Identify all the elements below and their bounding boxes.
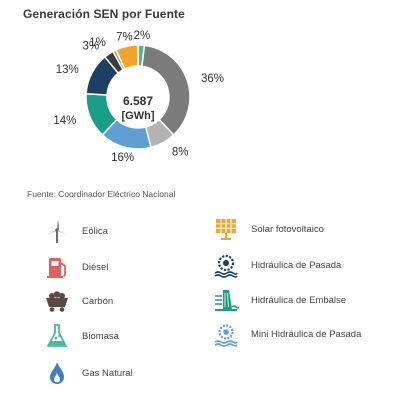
chart-title: Generación SEN por Fuente — [23, 7, 185, 21]
slice-labels: 2% 36% 8% 16% 14% 13% 3%1% 7% — [53, 30, 224, 164]
legend-label: Eólica — [82, 225, 108, 237]
legend-item-gas-natural: Gas Natural — [44, 360, 133, 386]
legend-item-hidraulica-embalse: Hidráulica de Embalse — [213, 287, 346, 313]
donut-slice — [114, 44, 139, 70]
legend-item-diesel: Diésel — [44, 254, 108, 280]
slice-label: 2% — [134, 30, 151, 42]
slice-label: 36% — [201, 73, 224, 85]
legend-item-eolica: Eólica — [44, 218, 108, 244]
legend-item-hidraulica-pasada: Hidráulica de Pasada — [213, 252, 341, 278]
wind-turbine-icon — [44, 218, 70, 244]
center-total-unit: [GWh] — [122, 110, 155, 122]
slice-label: 7% — [116, 31, 133, 43]
donut-chart: 2% 36% 8% 16% 14% 13% 3%1% 7% 6.587 [GWh] — [53, 30, 224, 164]
coal-cart-icon — [44, 288, 70, 314]
legend-label: Carbón — [82, 295, 114, 307]
donut-slices — [85, 44, 191, 150]
legend-label: Gas Natural — [82, 367, 133, 379]
legend-label: Solar fotovoltaico — [251, 223, 324, 235]
slice-label: 3% — [83, 41, 100, 53]
legend-item-carbon: Carbón — [44, 288, 113, 314]
slice-label: 8% — [172, 146, 189, 158]
legend-item-biomasa: Biomasa — [44, 323, 119, 349]
legend-label: Biomasa — [82, 330, 119, 342]
solar-panel-icon — [213, 216, 239, 242]
center-total-value: 6.587 — [123, 94, 153, 108]
legend-label: Diésel — [82, 261, 109, 273]
legend-item-mini-hidraulica: Mini Hidráulica de Pasada — [213, 321, 361, 347]
mini-water-wheel-icon — [213, 321, 239, 347]
slice-label: 13% — [56, 64, 79, 76]
source-note: Fuente: Coordinador Eléctrico Nacional — [27, 189, 176, 199]
slice-label: 1% — [89, 37, 106, 49]
fuel-pump-icon — [44, 254, 70, 280]
slice-label: 14% — [53, 115, 76, 127]
legend-label: Mini Hidráulica de Pasada — [251, 328, 362, 340]
legend-label: Hidráulica de Embalse — [251, 294, 347, 306]
legend-label: Hidráulica de Pasada — [251, 259, 342, 271]
gas-flame-icon — [44, 360, 70, 386]
slice-label: 16% — [111, 152, 134, 164]
flask-icon — [44, 323, 70, 349]
water-wheel-icon — [213, 252, 239, 278]
legend-item-solar: Solar fotovoltaico — [213, 216, 324, 242]
dam-icon — [213, 287, 239, 313]
